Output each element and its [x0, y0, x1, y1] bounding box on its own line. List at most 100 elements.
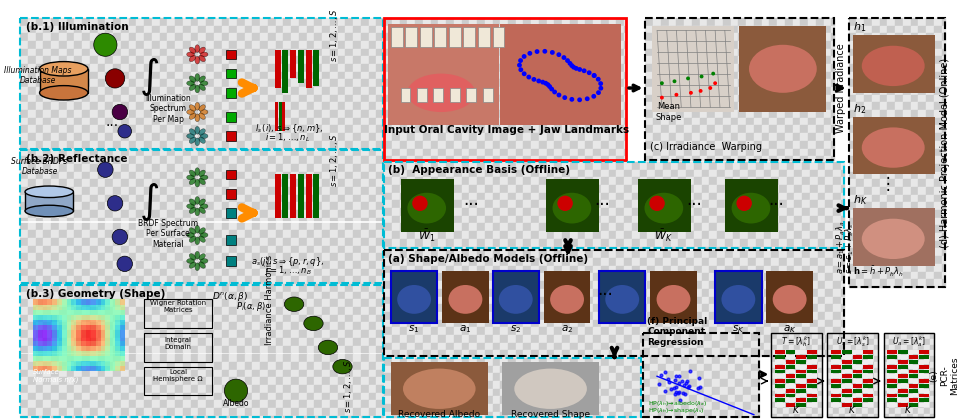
Bar [291, 49, 299, 56]
Bar [662, 200, 671, 208]
Bar [808, 33, 816, 41]
Bar [462, 350, 469, 356]
Bar [245, 72, 252, 79]
Bar [66, 400, 74, 408]
Bar [632, 289, 639, 297]
Bar [83, 141, 90, 149]
Bar [879, 102, 887, 110]
Point [668, 388, 684, 395]
Bar [705, 387, 712, 395]
Bar [826, 208, 833, 216]
Bar [477, 56, 485, 64]
Bar [715, 118, 723, 125]
Bar [754, 64, 761, 72]
Bar [689, 410, 697, 416]
Bar [692, 41, 700, 49]
Bar [887, 49, 895, 56]
Bar [237, 370, 245, 377]
Bar [609, 170, 616, 177]
Bar [824, 133, 831, 141]
Bar [801, 133, 808, 141]
Bar [523, 274, 531, 281]
Bar [283, 64, 291, 72]
Bar [578, 246, 586, 248]
Bar [276, 95, 283, 102]
Bar [446, 281, 454, 289]
Bar [586, 312, 593, 320]
Bar [793, 18, 801, 26]
Bar [686, 162, 694, 170]
Bar [407, 251, 415, 258]
Text: $K$: $K$ [904, 404, 913, 415]
Bar [686, 350, 694, 356]
Bar [816, 156, 824, 160]
Bar [454, 41, 462, 49]
Bar [237, 269, 245, 277]
Bar [167, 330, 175, 338]
Bar [392, 26, 399, 33]
Bar [679, 289, 686, 297]
Bar [315, 102, 323, 110]
Bar [384, 125, 392, 133]
Bar [376, 141, 383, 149]
Bar [330, 292, 338, 300]
Bar [175, 49, 182, 56]
Bar [167, 323, 175, 330]
Bar [763, 281, 771, 289]
Bar [715, 110, 723, 118]
Bar [485, 110, 492, 118]
Bar [66, 284, 74, 292]
Bar [113, 33, 121, 41]
Bar [485, 193, 492, 200]
Bar [121, 370, 129, 377]
Bar [812, 367, 818, 373]
Bar [492, 381, 500, 389]
Bar [59, 346, 66, 352]
Bar [245, 269, 252, 277]
Bar [702, 312, 709, 320]
Bar [712, 349, 720, 356]
Bar [399, 133, 407, 141]
Bar [469, 56, 477, 64]
Bar [647, 289, 655, 297]
Bar [913, 339, 919, 344]
Bar [384, 404, 392, 412]
Bar [369, 377, 376, 385]
Bar [353, 230, 361, 238]
Bar [431, 110, 439, 118]
Bar [797, 398, 806, 402]
Bar [911, 102, 919, 110]
Bar [20, 141, 28, 149]
Bar [872, 79, 879, 87]
Bar [222, 33, 229, 41]
Bar [810, 231, 818, 239]
Bar [33, 366, 37, 372]
Bar [66, 361, 71, 366]
Bar [616, 162, 624, 170]
Bar [841, 320, 844, 327]
Bar [175, 370, 182, 377]
Bar [399, 110, 407, 118]
Bar [245, 400, 252, 408]
Bar [907, 367, 913, 373]
Bar [214, 141, 222, 149]
Bar [182, 133, 190, 141]
Bar [715, 56, 723, 64]
Bar [106, 377, 113, 385]
Bar [28, 102, 36, 110]
Point [661, 379, 677, 385]
Bar [624, 64, 626, 72]
Bar [338, 64, 346, 72]
Bar [930, 362, 934, 367]
Bar [43, 172, 51, 179]
Bar [291, 315, 299, 323]
Bar [756, 274, 763, 281]
Bar [801, 141, 808, 149]
Bar [477, 177, 485, 185]
Circle shape [557, 52, 562, 57]
Bar [639, 289, 647, 297]
Bar [942, 195, 946, 202]
Bar [578, 327, 586, 335]
Bar [369, 238, 376, 246]
Bar [182, 385, 190, 393]
